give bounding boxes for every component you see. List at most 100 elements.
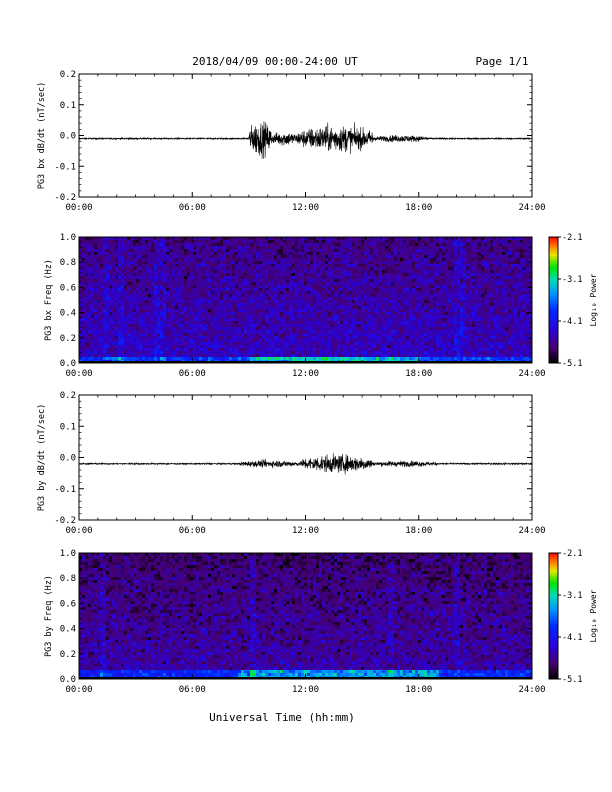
heatmap-cell: [334, 291, 338, 295]
heatmap-cell: [409, 264, 413, 268]
heatmap-cell: [118, 261, 122, 265]
heatmap-cell: [127, 342, 131, 346]
heatmap-cell: [154, 264, 158, 268]
heatmap-cell: [397, 291, 401, 295]
heatmap-cell: [316, 327, 320, 331]
heatmap-cell: [334, 237, 338, 241]
heatmap-cell: [391, 294, 395, 298]
heatmap-cell: [220, 270, 224, 274]
heatmap-cell: [280, 276, 284, 280]
heatmap-cell: [199, 237, 203, 241]
heatmap-cell: [250, 303, 254, 307]
heatmap-cell: [334, 321, 338, 325]
heatmap-cell: [379, 279, 383, 283]
heatmap-cell: [328, 342, 332, 346]
heatmap-cell: [307, 357, 311, 361]
heatmap-cell: [214, 237, 218, 241]
heatmap-cell: [394, 255, 398, 259]
heatmap-cell: [154, 282, 158, 286]
heatmap-cell: [151, 339, 155, 343]
heatmap-cell: [82, 309, 86, 313]
heatmap-cell: [88, 243, 92, 247]
heatmap-cell: [328, 267, 332, 271]
heatmap-cell: [322, 315, 326, 319]
heatmap-cell: [109, 318, 113, 322]
heatmap-cell: [205, 249, 209, 253]
heatmap-cell: [304, 267, 308, 271]
heatmap-cell: [313, 294, 317, 298]
heatmap-cell: [421, 297, 425, 301]
heatmap-cell: [370, 345, 374, 349]
heatmap-cell: [103, 252, 107, 256]
heatmap-cell: [319, 315, 323, 319]
heatmap-cell: [358, 288, 362, 292]
heatmap-cell: [232, 300, 236, 304]
heatmap-cell: [265, 285, 269, 289]
heatmap-cell: [94, 273, 98, 277]
heatmap-cell: [229, 300, 233, 304]
heatmap-cell: [421, 300, 425, 304]
heatmap-cell: [94, 243, 98, 247]
heatmap-cell: [181, 255, 185, 259]
heatmap-cell: [85, 237, 89, 241]
heatmap-cell: [316, 294, 320, 298]
heatmap-cell: [238, 273, 242, 277]
heatmap-cell: [256, 318, 260, 322]
heatmap-cell: [295, 252, 299, 256]
heatmap-cell: [265, 342, 269, 346]
heatmap-cell: [388, 273, 392, 277]
heatmap-cell: [382, 348, 386, 352]
heatmap-cell: [115, 336, 119, 340]
heatmap-cell: [127, 318, 131, 322]
heatmap-cell: [247, 348, 251, 352]
heatmap-cell: [295, 246, 299, 250]
heatmap-cell: [268, 249, 272, 253]
heatmap-cell: [295, 276, 299, 280]
heatmap-cell: [190, 273, 194, 277]
heatmap-cell: [301, 351, 305, 355]
heatmap-cell: [277, 357, 281, 361]
heatmap-cell: [97, 261, 101, 265]
heatmap-cell: [304, 354, 308, 358]
heatmap-cell: [406, 327, 410, 331]
heatmap-cell: [208, 246, 212, 250]
heatmap-cell: [364, 318, 368, 322]
heatmap-cell: [247, 318, 251, 322]
heatmap-cell: [235, 237, 239, 241]
heatmap-cell: [133, 240, 137, 244]
heatmap-cell: [223, 327, 227, 331]
heatmap-cell: [310, 240, 314, 244]
heatmap-cell: [268, 354, 272, 358]
heatmap-cell: [106, 300, 110, 304]
heatmap-cell: [226, 258, 230, 262]
heatmap-cell: [238, 330, 242, 334]
heatmap-cell: [421, 330, 425, 334]
heatmap-cell: [151, 351, 155, 355]
heatmap-cell: [412, 252, 416, 256]
heatmap-cell: [265, 270, 269, 274]
heatmap-cell: [358, 249, 362, 253]
heatmap-cell: [394, 330, 398, 334]
heatmap-cell: [358, 315, 362, 319]
heatmap-cell: [103, 288, 107, 292]
heatmap-cell: [313, 267, 317, 271]
heatmap-cell: [127, 276, 131, 280]
heatmap-cell: [298, 291, 302, 295]
heatmap-cell: [166, 294, 170, 298]
heatmap-cell: [181, 324, 185, 328]
heatmap-cell: [373, 285, 377, 289]
heatmap-cell: [418, 255, 422, 259]
heatmap-cell: [130, 336, 134, 340]
heatmap-cell: [388, 342, 392, 346]
heatmap-cell: [385, 252, 389, 256]
heatmap-cell: [349, 303, 353, 307]
heatmap-cell: [337, 309, 341, 313]
heatmap-cell: [190, 330, 194, 334]
heatmap-cell: [229, 255, 233, 259]
heatmap-cell: [283, 297, 287, 301]
heatmap-cell: [256, 315, 260, 319]
heatmap-cell: [325, 273, 329, 277]
heatmap-cell: [244, 318, 248, 322]
heatmap-cell: [373, 297, 377, 301]
heatmap-cell: [196, 273, 200, 277]
